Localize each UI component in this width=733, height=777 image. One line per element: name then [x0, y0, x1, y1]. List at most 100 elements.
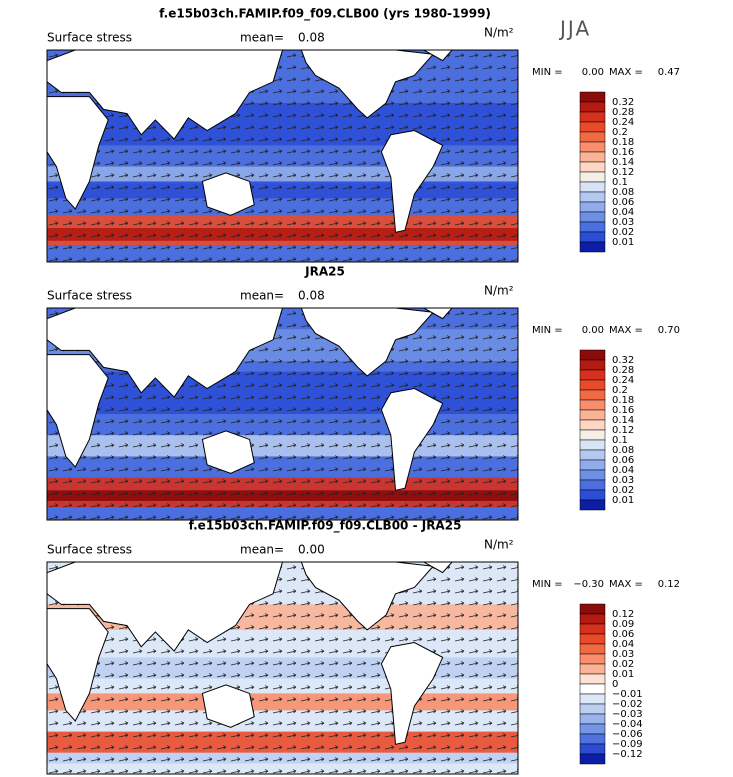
map-frame: [46, 307, 519, 521]
colorbar-swatch: [579, 171, 606, 183]
colorbar-swatch: [579, 753, 606, 765]
mean-label: mean=: [240, 31, 284, 45]
colorbar-swatch: [579, 743, 606, 755]
map: [46, 307, 519, 521]
units: N/m²: [484, 26, 514, 40]
min-label: MIN =: [532, 579, 563, 590]
land: [380, 388, 444, 491]
colorbar-swatch: [579, 369, 606, 381]
land: [422, 308, 453, 320]
colorbar-swatch: [579, 713, 606, 725]
colorbar-swatch: [579, 419, 606, 431]
colorbar-label: 0.03: [612, 217, 634, 228]
colorbar-label: 0.08: [612, 445, 634, 456]
colorbar-label: 0.2: [612, 385, 628, 396]
colorbar-swatch: [579, 663, 606, 675]
colorbar-swatch: [579, 489, 606, 501]
max-label: MAX =: [609, 579, 643, 590]
colorbar-label: 0.01: [612, 495, 634, 506]
colorbar-swatch: [579, 733, 606, 745]
colorbar-label: 0.18: [612, 395, 634, 406]
colorbar-label: 0.03: [612, 649, 634, 660]
colorbar-label: −0.06: [612, 729, 643, 740]
colorbar-swatch: [579, 151, 606, 163]
colorbar-swatch: [579, 359, 606, 371]
colorbar-label: 0.1: [612, 177, 628, 188]
colorbar-label: 0.04: [612, 207, 634, 218]
colorbar-label: 0.28: [612, 365, 634, 376]
colorbar-label: 0.12: [612, 167, 634, 178]
max-value: 0.70: [658, 325, 680, 336]
colorbar-swatch: [579, 429, 606, 441]
map-field: [47, 50, 518, 262]
colorbar-swatch: [579, 201, 606, 213]
colorbar-label: −0.01: [612, 689, 643, 700]
colorbar-swatch: [579, 241, 606, 253]
colorbar-label: −0.04: [612, 719, 643, 730]
colorbar-label: 0.06: [612, 629, 634, 640]
mean-value: 0.08: [298, 289, 325, 303]
colorbar-swatch: [579, 409, 606, 421]
colorbar-swatch: [579, 723, 606, 735]
land: [47, 562, 284, 652]
colorbar-label: 0.32: [612, 97, 634, 108]
colorbar-label: 0.14: [612, 415, 634, 426]
land: [201, 430, 255, 474]
colorbar-label: 0.1: [612, 435, 628, 446]
land: [300, 562, 435, 631]
colorbar-label: 0.04: [612, 639, 634, 650]
mean-value: 0.08: [298, 31, 325, 45]
min-value: 0.00: [582, 67, 604, 78]
colorbar-swatch: [579, 399, 606, 411]
colorbar-swatch: [579, 221, 606, 233]
colorbar-swatch: [579, 683, 606, 695]
colorbar-label: 0.16: [612, 147, 634, 158]
colorbar-swatch: [579, 349, 606, 361]
colorbar-label: −0.03: [612, 709, 643, 720]
colorbar-label: 0.03: [612, 475, 634, 486]
colorbar-swatch: [579, 91, 606, 103]
colorbar-label: 0.2: [612, 127, 628, 138]
colorbar-swatch: [579, 469, 606, 481]
colorbar-swatch: [579, 439, 606, 451]
land: [47, 50, 284, 140]
colorbar-swatch: [579, 449, 606, 461]
colorbar-label: 0.12: [612, 609, 634, 620]
colorbar-label: 0.01: [612, 669, 634, 680]
colorbar-swatch: [579, 703, 606, 715]
colorbar-label: 0.06: [612, 455, 634, 466]
colorbar-swatch: [579, 111, 606, 123]
mean-label: mean=: [240, 543, 284, 557]
land: [47, 308, 284, 398]
colorbar-swatch: [579, 231, 606, 243]
colorbar-label: 0.08: [612, 187, 634, 198]
field-label: Surface stress: [47, 289, 132, 303]
colorbar-label: 0.04: [612, 465, 634, 476]
map: [46, 49, 519, 263]
colorbar-swatch: [579, 389, 606, 401]
field-label: Surface stress: [47, 31, 132, 45]
max-value: 0.47: [658, 67, 680, 78]
land: [47, 354, 109, 468]
colorbar-swatch: [579, 479, 606, 491]
season: JJA: [558, 17, 591, 41]
min-value: 0.00: [582, 325, 604, 336]
mean-label: mean=: [240, 289, 284, 303]
colorbar-swatch: [579, 653, 606, 665]
map-field: [47, 562, 518, 774]
colorbar-swatch: [579, 161, 606, 173]
colorbar-label: 0.28: [612, 107, 634, 118]
map-field: [47, 308, 518, 520]
land: [300, 308, 435, 377]
colorbar-label: 0.02: [612, 659, 634, 670]
colorbar-label: 0.12: [612, 425, 634, 436]
colorbar-label: 0.01: [612, 237, 634, 248]
field-label: Surface stress: [47, 543, 132, 557]
colorbar-label: −0.12: [612, 749, 643, 760]
colorbar-swatch: [579, 181, 606, 193]
colorbar-swatch: [579, 379, 606, 391]
colorbar-swatch: [579, 101, 606, 113]
colorbar-label: 0.24: [612, 375, 634, 386]
colorbar-swatch: [579, 633, 606, 645]
colorbar-label: 0.09: [612, 619, 634, 630]
